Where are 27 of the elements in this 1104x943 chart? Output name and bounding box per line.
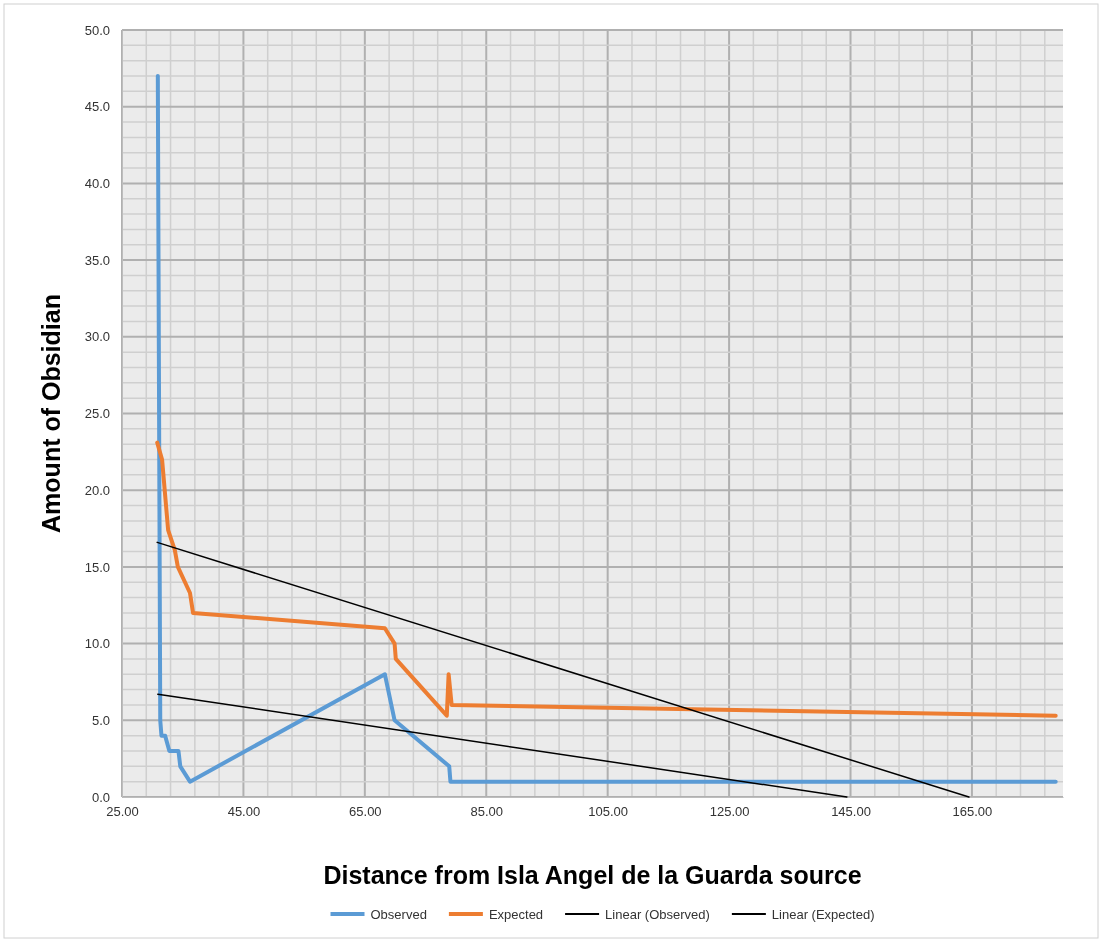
y-tick-label: 35.0 [84,252,110,268]
legend-label: Observed [370,907,427,922]
x-tick-label: 65.00 [349,804,382,820]
y-tick-label: 5.0 [91,712,110,728]
y-tick-label: 45.0 [84,99,110,115]
x-tick-label: 105.00 [588,804,629,820]
x-tick-label: 85.00 [470,804,504,820]
line-series [155,74,1058,784]
y-tick-label: 50.0 [84,22,110,38]
x-tick-label: 125.00 [709,804,750,820]
x-tick-label: 165.00 [952,804,993,820]
y-tick-label: 10.0 [84,636,110,652]
line-series [155,440,1058,718]
y-tick-label: 40.0 [84,176,110,192]
y-tick-label: 25.0 [84,406,110,422]
x-axis-title: Distance from Isla Angel de la Guarda source [323,861,862,889]
y-tick-label: 30.0 [84,329,110,345]
y-axis-title: Amount of Obsidian [37,294,65,533]
legend-label: Linear (Expected) [771,907,875,922]
x-tick-label: 45.00 [227,804,261,820]
y-tick-label: 0.0 [91,789,110,805]
legend-label: Linear (Observed) [605,907,710,922]
y-tick-label: 20.0 [84,482,110,498]
x-tick-label: 25.00 [106,804,139,820]
legend-label: Expected [488,907,544,922]
y-tick-label: 15.0 [84,559,110,575]
x-tick-label: 145.00 [831,804,871,820]
